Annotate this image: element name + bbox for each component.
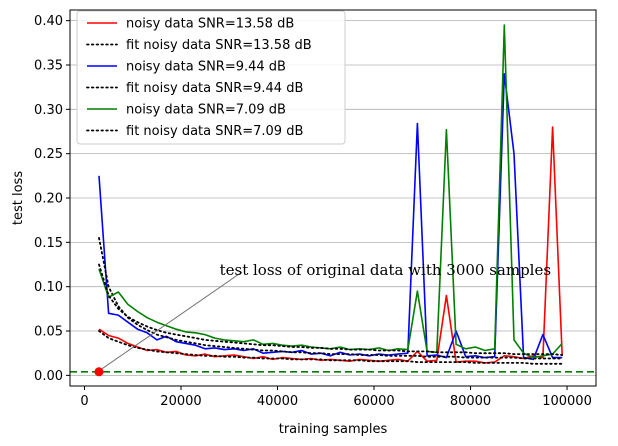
- legend-label-1: noisy data SNR=13.58 dB: [126, 17, 294, 32]
- legend-box: [76, 10, 346, 145]
- x-tick-label: 20000: [160, 394, 201, 409]
- x-tick-label: 80000: [450, 394, 491, 409]
- y-tick-label: 0.15: [34, 236, 63, 251]
- series-line-4: [98, 236, 564, 360]
- x-axis-label: training samples: [279, 422, 388, 437]
- y-tick-label: 0.25: [34, 147, 63, 162]
- x-tick-label: 100000: [542, 394, 592, 409]
- legend-label-3: noisy data SNR=9.44 dB: [126, 60, 286, 75]
- annotation-layer: test loss of original data with 3000 sam…: [101, 261, 551, 370]
- x-tick-label: 40000: [257, 394, 298, 409]
- y-tick-label: 0.30: [34, 103, 63, 118]
- y-tick-label: 0.10: [34, 280, 63, 295]
- y-tick-label: 0.20: [34, 192, 63, 207]
- x-tick-label: 60000: [353, 394, 394, 409]
- legend-label-5: noisy data SNR=7.09 dB: [126, 103, 286, 118]
- series-line-3: [98, 73, 563, 361]
- legend-label-2: fit noisy data SNR=13.58 dB: [126, 38, 312, 53]
- legend-label-4: fit noisy data SNR=9.44 dB: [126, 81, 303, 96]
- reference-layer: [70, 367, 596, 377]
- legend: noisy data SNR=13.58 dB fit noisy data SN…: [76, 10, 346, 145]
- series-line-6: [98, 263, 564, 356]
- y-tick-label: 0.35: [34, 58, 63, 73]
- series-line-2: [98, 330, 564, 365]
- ticks-layer: 0 20000 40000 60000 80000 100000 0.00 0.05 0.10 0…: [34, 14, 592, 409]
- annotation-text: test loss of original data with 3000 sam…: [220, 261, 551, 279]
- y-tick-label: 0.00: [34, 369, 63, 384]
- y-tick-label: 0.05: [34, 325, 63, 340]
- y-axis-label: test loss: [11, 171, 26, 225]
- x-tick-label: 0: [80, 394, 88, 409]
- legend-label-6: fit noisy data SNR=7.09 dB: [126, 124, 303, 139]
- y-tick-label: 0.40: [34, 14, 63, 29]
- series-line-1: [98, 126, 563, 364]
- series-layer: [98, 24, 564, 365]
- annotation-arrow: [101, 271, 243, 370]
- reference-point: [94, 367, 104, 377]
